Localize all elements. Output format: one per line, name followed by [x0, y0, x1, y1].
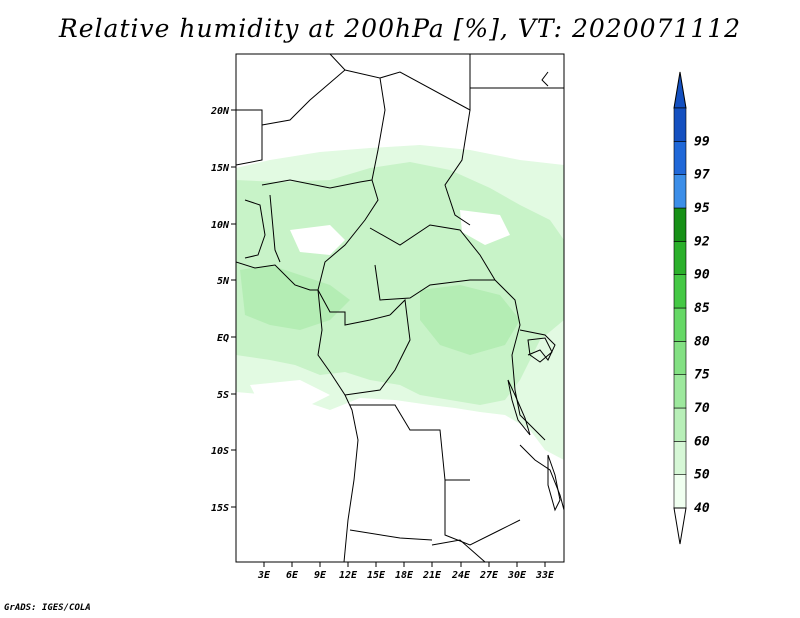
border-nigeria-cameroon [317, 179, 379, 291]
grads-credit: GrADS: IGES/COLA [4, 603, 91, 613]
map-frame [235, 53, 565, 563]
colorbar-label: 70 [694, 401, 710, 416]
border-angola-namibia [349, 529, 433, 541]
colorbar-label: 97 [694, 168, 710, 183]
lat-labels: 20N 15N 10N 5N EQ 5S 10S 15S [210, 106, 230, 514]
border-libya-chad [379, 54, 471, 111]
colorbar-label: 95 [694, 201, 710, 216]
colorbar-label: 60 [694, 434, 710, 449]
colorbar-label: 85 [694, 301, 710, 316]
colorbar-label: 90 [694, 268, 710, 283]
colorbar-bottom-triangle [673, 507, 687, 545]
lon-label: 21E [422, 570, 442, 581]
humidity-shade-mid-2 [240, 265, 350, 330]
colorbar-segment [673, 107, 687, 142]
border-chad-sudan [444, 109, 471, 226]
lon-label: 27E [479, 570, 499, 581]
lat-ticks [231, 109, 236, 508]
colorbar-top-triangle [673, 71, 687, 109]
humidity-gap-3 [250, 380, 330, 410]
colorbar-label: 50 [694, 468, 710, 483]
lat-label: 5S [217, 390, 229, 401]
lon-label: 12E [339, 570, 358, 581]
humidity-gap-2 [460, 210, 510, 245]
lon-label: 3E [257, 570, 271, 581]
country-borders [236, 54, 564, 562]
border-angola-zambia [444, 480, 521, 546]
colorbar-segments [673, 107, 687, 509]
lon-label: 18E [395, 570, 414, 581]
colorbar-label: 99 [694, 134, 710, 149]
lat-label: 15N [211, 163, 230, 174]
border-drc-angola [350, 404, 470, 481]
lon-label: 30E [507, 570, 527, 581]
colorbar: 40 50 60 70 75 80 85 90 92 95 97 99 [673, 71, 710, 545]
colorbar-segment [673, 341, 687, 375]
lat-label: 20N [210, 106, 230, 117]
lon-labels: 3E 6E 9E 12E 15E 18E 21E 24E 27E 30E 33E [257, 570, 555, 581]
lat-label: 5N [217, 276, 230, 287]
coast-west-africa [236, 261, 318, 291]
lon-label: 15E [367, 570, 386, 581]
lat-label: EQ [217, 333, 229, 344]
lat-label: 10S [211, 446, 229, 457]
border-drc-east [494, 279, 546, 441]
colorbar-label: 80 [694, 334, 710, 349]
lon-label: 6E [286, 570, 299, 581]
border-west-small-2 [269, 194, 281, 263]
humidity-field [236, 145, 564, 460]
colorbar-segment [673, 207, 687, 242]
border-niger-algeria [344, 69, 386, 181]
humidity-gap-1 [290, 225, 345, 255]
colorbar-segment [673, 374, 687, 409]
map-title: Relative humidity at 200hPa [%], VT: 202… [58, 14, 742, 43]
colorbar-segment [673, 141, 687, 175]
colorbar-label: 40 [694, 501, 710, 516]
border-cameroon-gabon [317, 289, 391, 326]
colorbar-segment [673, 274, 687, 309]
nile-wavy [541, 71, 549, 87]
border-car-south [374, 264, 495, 301]
lat-label: 15S [211, 503, 229, 514]
border-west-small [244, 199, 266, 259]
lon-label: 24E [451, 570, 471, 581]
colorbar-segment [673, 474, 687, 509]
lake-tanganyika [507, 379, 531, 436]
lat-label: 10N [211, 220, 230, 231]
colorbar-label: 92 [694, 234, 710, 249]
border-bottom [431, 539, 486, 562]
border-north-west [236, 109, 263, 166]
border-nigeria-north [261, 179, 373, 189]
colorbar-segment [673, 407, 687, 442]
colorbar-segment [673, 307, 687, 342]
border-mali-niger [261, 54, 346, 126]
humidity-shade-mid-3 [420, 285, 520, 355]
lon-label: 9E [314, 570, 327, 581]
lake-malawi [547, 454, 561, 512]
border-southeast [519, 444, 564, 511]
lon-label: 33E [535, 570, 555, 581]
colorbar-segment [673, 174, 687, 209]
border-congo-drc [344, 298, 411, 396]
colorbar-label: 75 [694, 368, 710, 383]
lake-victoria [527, 337, 553, 363]
border-chad-car [369, 224, 496, 281]
colorbar-segment [673, 241, 687, 275]
coast-gulf-guinea [317, 289, 359, 562]
colorbar-segment [673, 441, 687, 475]
colorbar-labels: 40 50 60 70 75 80 85 90 92 95 97 99 [694, 134, 710, 516]
lon-ticks [263, 562, 546, 567]
